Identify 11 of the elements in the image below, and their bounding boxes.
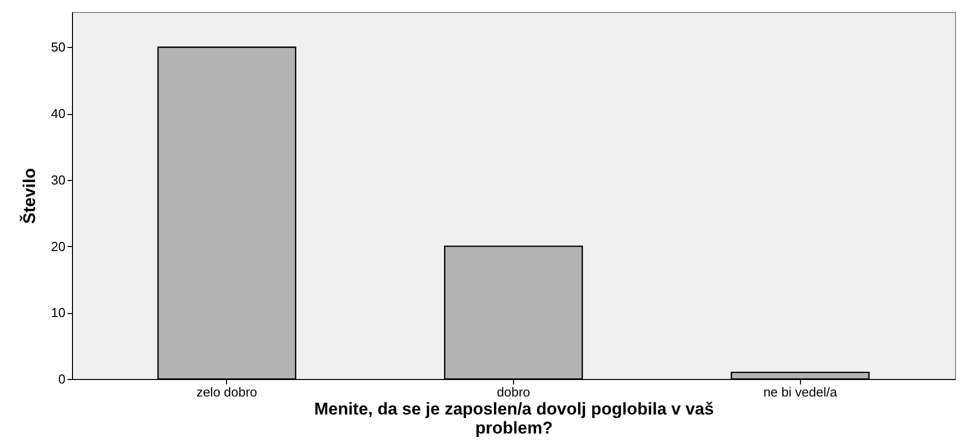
y-tick-label: 20 — [51, 238, 66, 254]
y-axis-title: Število — [19, 168, 40, 224]
y-tick-label: 10 — [51, 305, 66, 320]
x-axis-title: Menite, da se je zaposlen/a dovolj poglobila v vaš problem? — [314, 400, 714, 438]
y-tick-label: 40 — [51, 106, 66, 122]
x-tick-label: ne bi vedel/a — [763, 384, 838, 400]
y-tick-label: 30 — [51, 172, 66, 188]
y-tick-label: 0 — [58, 372, 66, 386]
y-tick-label: 50 — [51, 40, 66, 55]
x-tick-label: dobro — [496, 384, 530, 400]
x-tick-label: zelo dobro — [196, 384, 258, 400]
